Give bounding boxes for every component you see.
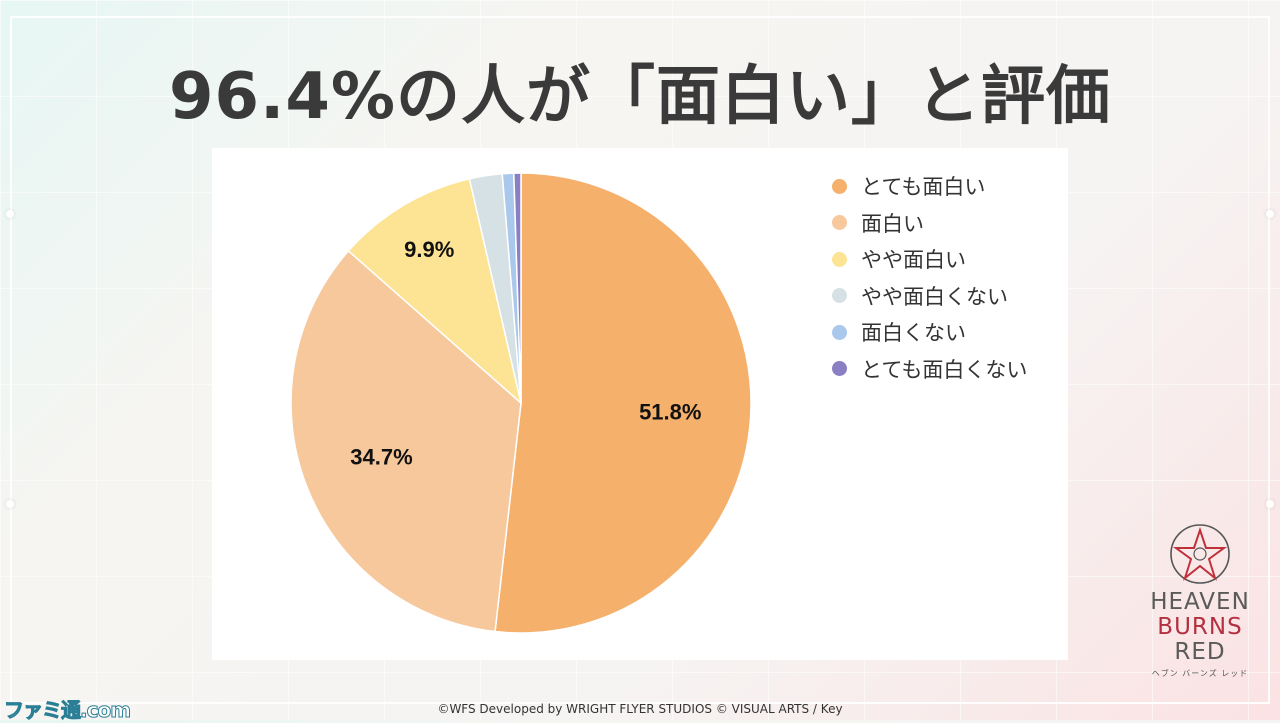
copyright-notice: ©WFS Developed by WRIGHT FLYER STUDIOS ©… [437,702,843,716]
chart-legend: とても面白い 面白いやや面白いやや面白くない 面白くないとても面白くない [832,168,1027,387]
logo-subtitle: ヘブン バーンズ レッド [1151,669,1249,678]
legend-entry: 面白くない [832,314,1027,351]
slice-data-label: 34.7% [350,445,412,470]
star-emblem-icon [1170,524,1230,584]
pie-slice [347,177,523,406]
page-title: 96.4%の人が「面白い」と評価 [168,60,1112,134]
pie-slice [290,249,522,633]
legend-swatch [832,215,847,231]
legend-entry: 面白い [832,205,1027,242]
legend-swatch [832,178,847,194]
logo-line: RED [1174,639,1226,665]
legend-entry: やや面白い [832,241,1027,278]
legend-swatch [832,251,847,267]
slice-data-label: 9.9% [404,237,454,262]
frame-dot [1266,210,1274,218]
slice-data-label: 51.8% [639,399,701,424]
famitsu-watermark: ファミ通.com [3,698,131,723]
legend-label: 面白い [861,211,924,236]
legend-swatch [832,288,847,304]
logo-line: HEAVEN [1150,589,1250,615]
legend-entry: とても面白い [832,168,1027,205]
legend-label: やや面白くない [861,284,1008,309]
pie-slice [494,172,752,634]
pie-slice [513,172,522,404]
heaven-burns-red-logo: HEAVEN BURNS RED ヘブン バーンズ レッド [1146,522,1254,692]
chart-panel: 51.8% 34.7% 9.9% とても面白い 面白いやや面白いやや面白くない 面白くな… [212,148,1068,660]
logo-line: BURNS [1157,614,1243,640]
logo-wordmark: HEAVEN BURNS RED [1146,590,1254,665]
frame-dot [6,500,14,508]
legend-entry: とても面白くない [832,351,1027,388]
pie-chart: 51.8% 34.7% 9.9% [290,172,752,634]
legend-label: とても面白くない [861,357,1028,382]
legend-label: とても面白い [861,175,986,200]
frame-dot [6,210,14,218]
frame-dot [1266,500,1274,508]
legend-label: やや面白い [861,248,966,273]
legend-label: 面白くない [861,321,966,346]
legend-swatch [832,361,847,377]
legend-swatch [832,324,847,340]
legend-entry: やや面白くない [832,278,1027,315]
